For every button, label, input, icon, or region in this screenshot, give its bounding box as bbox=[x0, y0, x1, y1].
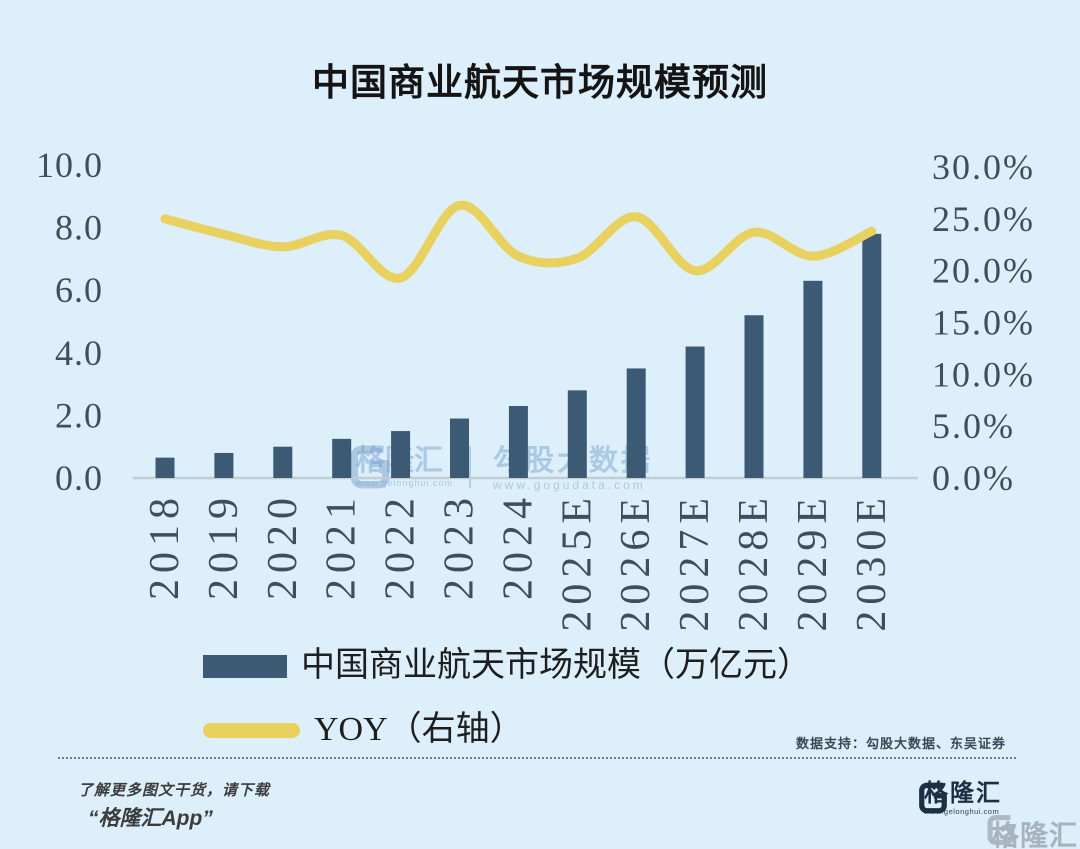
right-axis-tick: 10.0% bbox=[932, 354, 1035, 394]
legend-item-market-size: 中国商业航天市场规模（万亿元） bbox=[203, 644, 811, 688]
x-axis-label-2027E: 2027E bbox=[672, 492, 718, 632]
data-support-credit: 数据支持：勾股大数据、东吴证券 bbox=[795, 736, 1006, 751]
left-axis-tick: 6.0 bbox=[55, 270, 103, 310]
gelonghui-logo-icon bbox=[350, 445, 390, 489]
right-axis-tick: 0.0% bbox=[932, 458, 1015, 498]
right-axis-tick: 20.0% bbox=[932, 251, 1035, 291]
footer-brand-logo: 格隆汇 www.gelonghui.com bbox=[918, 781, 1002, 816]
left-axis-tick: 10.0 bbox=[36, 145, 103, 185]
footer-promo-line1: 了解更多图文干货，请下载 bbox=[78, 782, 271, 799]
left-axis-tick: 4.0 bbox=[55, 333, 103, 373]
bar-2022 bbox=[391, 431, 411, 478]
watermark-partner-url: www.gogudata.com bbox=[493, 478, 646, 492]
right-axis-tick: 5.0% bbox=[932, 406, 1015, 446]
bar-2030E bbox=[862, 233, 882, 478]
right-axis-tick: 25.0% bbox=[932, 199, 1035, 239]
chart-title: 中国商业航天市场规模预测 bbox=[312, 62, 768, 103]
right-axis-tick: 15.0% bbox=[932, 303, 1035, 343]
legend-bar-swatch bbox=[203, 654, 287, 678]
legend-line-label: YOY（右轴） bbox=[314, 711, 524, 748]
x-axis-label-2022: 2022 bbox=[378, 492, 424, 600]
bar-2018 bbox=[155, 457, 175, 478]
x-axis-label-2029E: 2029E bbox=[790, 492, 836, 632]
yoy-line bbox=[160, 200, 877, 283]
left-axis-tick: 8.0 bbox=[55, 208, 103, 248]
bar-2023 bbox=[450, 418, 469, 478]
x-axis-label-2020: 2020 bbox=[260, 492, 306, 600]
bar-2029E bbox=[803, 280, 823, 478]
watermark-brand-url: www.gelonghui.com bbox=[356, 478, 454, 488]
bar-2020 bbox=[273, 446, 293, 478]
legend-item-yoy: YOY（右轴） bbox=[203, 708, 524, 752]
legend-bar-label: 中国商业航天市场规模（万亿元） bbox=[301, 647, 811, 684]
bar-2021 bbox=[332, 438, 352, 478]
x-axis-label-2018: 2018 bbox=[142, 492, 188, 600]
x-axis-label-2021: 2021 bbox=[319, 492, 365, 600]
legend-line-swatch bbox=[203, 722, 300, 738]
bar-2019 bbox=[214, 452, 234, 478]
bar-2025E bbox=[567, 390, 587, 478]
x-axis-label-2019: 2019 bbox=[201, 492, 247, 600]
watermark-divider bbox=[469, 446, 472, 488]
bar-2027E bbox=[685, 346, 705, 478]
left-axis-tick: 2.0 bbox=[55, 395, 103, 435]
dotted-separator bbox=[58, 757, 1016, 759]
gelonghui-logo-icon bbox=[987, 815, 1015, 845]
footer-brand-url: www.gelonghui.com bbox=[924, 807, 1000, 816]
combo-chart: 0.0 2.0 4.0 6.0 8.0 10.0 0.0% 5.0% 10.0% 15.0% 20.… bbox=[36, 145, 1035, 632]
corner-watermark: 格隆汇 bbox=[986, 814, 1078, 849]
left-axis-tick: 0.0 bbox=[55, 458, 103, 498]
bar-2028E bbox=[744, 315, 764, 478]
footer-promo-line2: “格隆汇App” bbox=[88, 807, 213, 830]
right-axis-tick: 30.0% bbox=[932, 147, 1035, 187]
bar-2024 bbox=[508, 406, 528, 478]
x-axis-label-2030E: 2030E bbox=[849, 492, 895, 632]
x-axis-label-2024: 2024 bbox=[495, 492, 541, 600]
x-axis-label-2026E: 2026E bbox=[613, 492, 659, 632]
x-axis-label-2025E: 2025E bbox=[554, 492, 600, 632]
gelonghui-logo-icon bbox=[919, 782, 947, 814]
bar-2026E bbox=[626, 368, 646, 478]
x-axis-label-2023: 2023 bbox=[437, 492, 483, 600]
x-axis-label-2028E: 2028E bbox=[731, 492, 777, 632]
